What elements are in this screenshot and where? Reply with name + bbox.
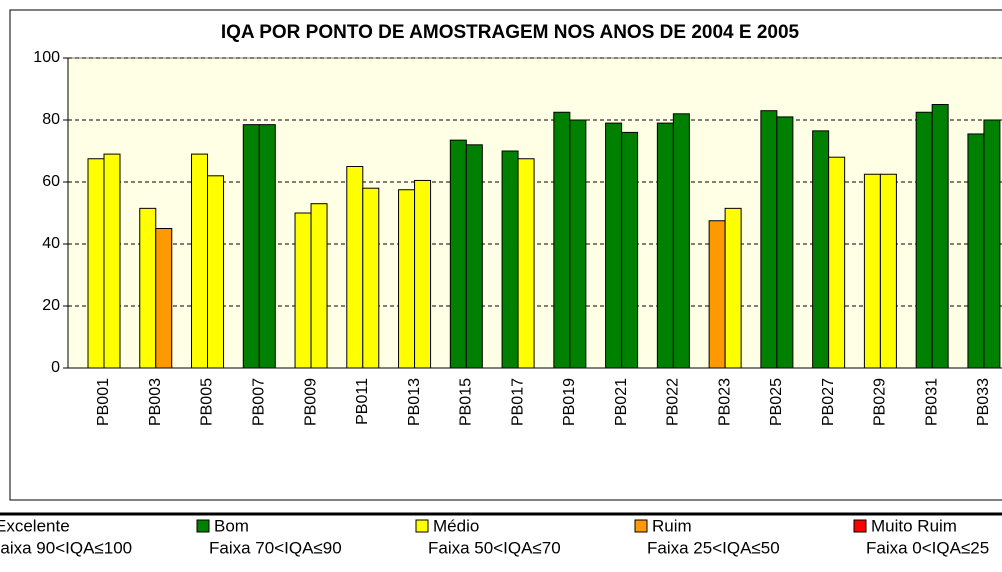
x-tick-label: PB023 [716,378,733,426]
x-tick-label: PB011 [354,378,371,425]
bar [776,116,794,369]
bar [569,119,587,369]
bar [414,179,432,369]
legend-name: Muito Ruim [871,516,957,535]
x-tick-label: PB029 [872,378,889,426]
bar [398,189,416,369]
bar [242,124,260,369]
bar [465,144,483,369]
y-tick-label: 60 [42,173,60,190]
x-tick-label: PB001 [95,378,112,426]
bar [501,150,519,369]
x-tick-label: PB022 [665,378,682,426]
bar [346,166,364,369]
legend-range: Faixa 50<IQA≤70 [428,538,561,557]
x-tick-label: PB007 [250,378,267,426]
bar [828,156,846,369]
bar [517,158,535,369]
legend-range: Faixa 0<IQA≤25 [866,538,989,557]
bar [656,122,674,369]
legend-name: Ruim [652,516,692,535]
bar [760,110,778,369]
bar [553,111,571,369]
bar [294,212,312,369]
bar [139,207,157,369]
legend-swatch [196,519,210,533]
bar [621,131,639,369]
legend-swatch [415,519,429,533]
y-tick-label: 100 [33,49,60,66]
bar [708,220,726,369]
bar [983,119,1001,369]
bar [191,153,209,369]
bar [258,124,276,369]
y-tick-label: 20 [42,297,60,314]
bar [362,187,380,369]
bar [724,207,742,369]
y-tick-label: 40 [42,235,60,252]
bar [879,173,897,369]
x-tick-label: PB015 [458,378,475,426]
legend-name: Médio [433,516,479,535]
x-tick-label: PB009 [302,378,319,426]
bar [812,130,830,369]
bar [155,228,173,369]
x-tick-label: PB033 [975,378,992,426]
y-tick-label: 80 [42,111,60,128]
chart-title: IQA POR PONTO DE AMOSTRAGEM NOS ANOS DE … [221,22,800,43]
bar [87,158,105,369]
legend-range: Faixa 25<IQA≤50 [647,538,780,557]
legend-name: Excelente [0,516,70,535]
x-tick-label: PB013 [406,378,423,426]
x-tick-label: PB003 [147,378,164,426]
legend-range: Faixa 70<IQA≤90 [209,538,342,557]
legend-name: Bom [214,516,249,535]
legend-range: Faixa 90<IQA≤100 [0,538,132,557]
bar [931,104,949,369]
bar [310,203,328,369]
bar [672,113,690,369]
x-tick-label: PB017 [509,378,526,426]
x-tick-label: PB025 [768,378,785,426]
bar [207,175,225,369]
bar [915,111,933,369]
legend-swatch [634,519,648,533]
x-tick-label: PB027 [820,378,837,426]
x-tick-label: PB021 [613,378,630,426]
bar [605,122,623,369]
bar [967,133,985,369]
legend-swatch [853,519,867,533]
bar [103,153,121,369]
bar [863,173,881,369]
bar [449,139,467,369]
x-tick-label: PB031 [923,378,940,426]
x-tick-label: PB005 [199,378,216,426]
x-tick-label: PB019 [561,378,578,426]
y-tick-label: 0 [51,359,60,376]
